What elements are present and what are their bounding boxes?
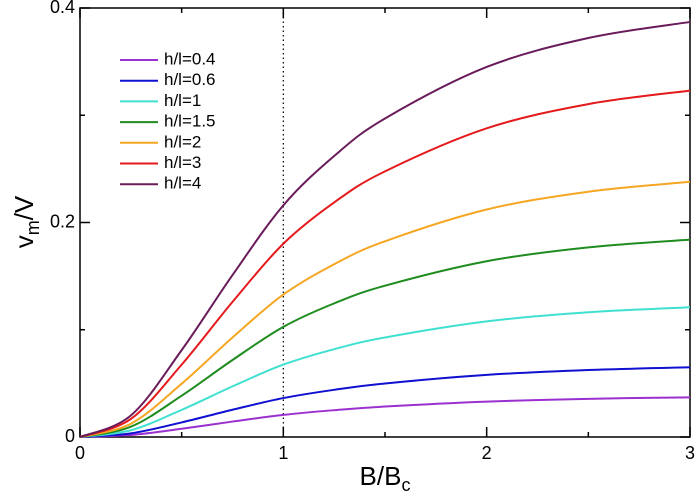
x-tick-label: 3 bbox=[685, 443, 695, 463]
legend-label: h/l=3 bbox=[164, 153, 201, 172]
x-tick-label: 1 bbox=[278, 443, 288, 463]
line-series bbox=[79, 89, 691, 438]
legend-label: h/l=2 bbox=[164, 132, 201, 151]
x-axis-label: B/Bc bbox=[360, 461, 411, 495]
legend-label: h/l=4 bbox=[164, 174, 201, 193]
line-series bbox=[79, 306, 691, 438]
x-tick-label: 2 bbox=[482, 443, 492, 463]
legend-label: h/l=0.4 bbox=[164, 49, 216, 68]
legend-label: h/l=1.5 bbox=[164, 112, 216, 131]
y-axis-label: vm/V bbox=[9, 195, 43, 248]
x-label-sub: c bbox=[401, 475, 410, 495]
line-series bbox=[79, 180, 691, 438]
x-label-main: B/B bbox=[360, 461, 402, 491]
line-series bbox=[79, 396, 691, 438]
line-series bbox=[79, 20, 691, 438]
y-label-rest: /V bbox=[9, 195, 39, 220]
legend-label: h/l=0.6 bbox=[164, 70, 216, 89]
y-label-sub: m bbox=[23, 220, 43, 235]
legend-label: h/l=1 bbox=[164, 91, 201, 110]
x-tick-label: 0 bbox=[75, 443, 85, 463]
y-tick-label: 0.4 bbox=[50, 0, 75, 17]
y-tick-label: 0.2 bbox=[50, 211, 75, 231]
line-series bbox=[79, 238, 691, 438]
line-series bbox=[79, 366, 691, 438]
y-tick-label: 0 bbox=[65, 426, 75, 446]
y-label-main: v bbox=[9, 235, 39, 248]
